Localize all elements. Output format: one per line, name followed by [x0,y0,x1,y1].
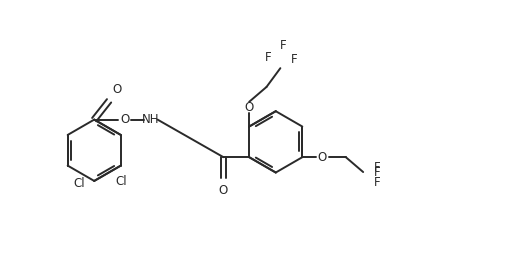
Text: F: F [279,39,285,52]
Text: F: F [264,51,271,64]
Text: O: O [219,184,228,197]
Text: O: O [120,113,129,126]
Text: F: F [373,160,380,174]
Text: O: O [317,151,326,164]
Text: F: F [373,176,380,189]
Text: NH: NH [141,113,159,126]
Text: O: O [244,101,254,114]
Text: O: O [112,83,122,96]
Text: F: F [373,166,380,179]
Text: Cl: Cl [74,177,85,190]
Text: Cl: Cl [115,174,126,188]
Text: F: F [291,53,297,66]
